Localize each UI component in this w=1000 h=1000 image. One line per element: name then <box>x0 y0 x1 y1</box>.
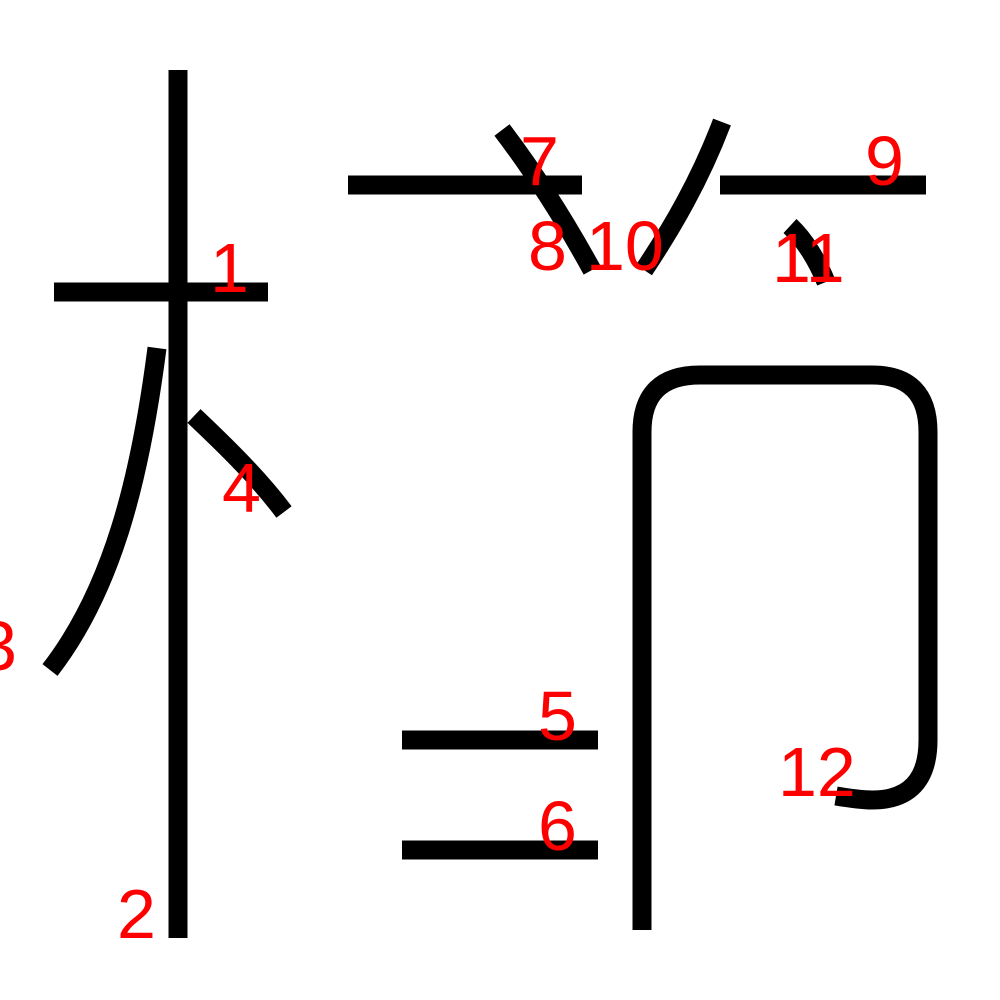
stroke-number-6: 6 <box>538 787 577 865</box>
stroke-number-10: 10 <box>586 207 664 285</box>
stroke-number-1: 1 <box>210 229 249 307</box>
stroke-number-12: 12 <box>778 733 856 811</box>
stroke-number-4: 4 <box>222 449 261 527</box>
stroke-number-7: 7 <box>520 122 559 200</box>
stroke-number-3: 3 <box>0 607 17 685</box>
stroke-number-2: 2 <box>117 875 156 953</box>
stroke-number-9: 9 <box>865 122 904 200</box>
stroke-11 <box>783 219 835 286</box>
stroke-8 <box>494 124 601 275</box>
stroke-4 <box>187 409 292 518</box>
stroke-number-11: 11 <box>772 219 845 297</box>
stroke-3 <box>42 346 167 676</box>
stroke-number-5: 5 <box>538 677 577 755</box>
stroke-number-8: 8 <box>528 207 567 285</box>
stroke-10 <box>636 118 731 276</box>
stroke-12 <box>632 365 938 930</box>
